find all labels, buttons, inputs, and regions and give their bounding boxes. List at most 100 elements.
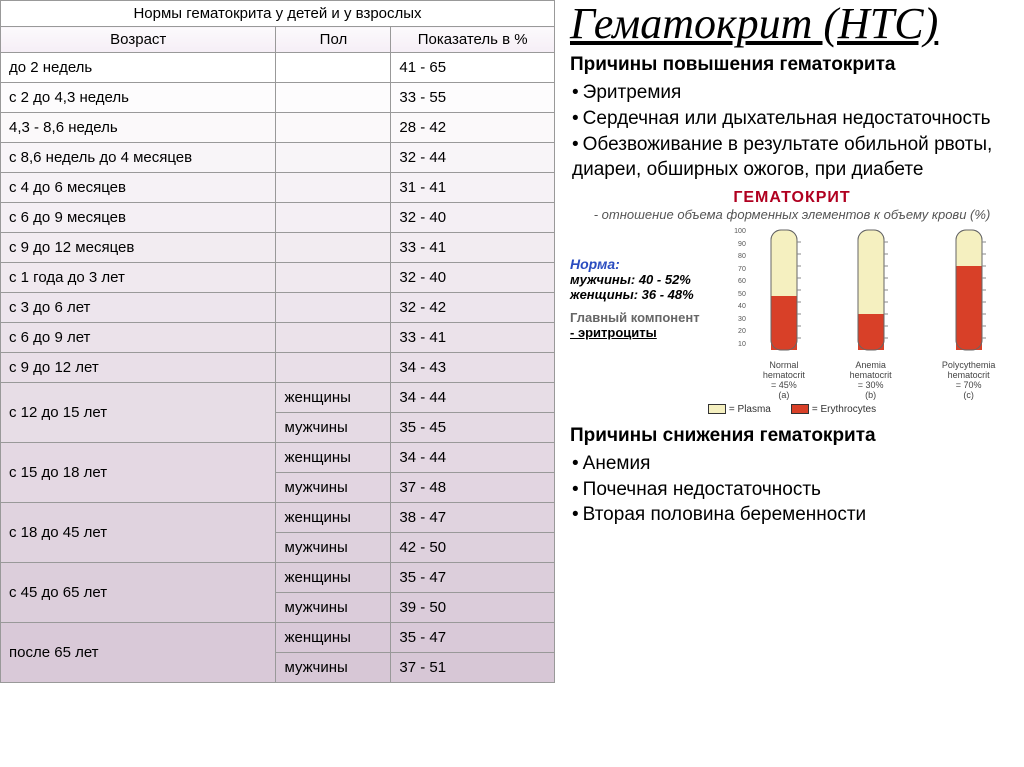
cell-val: 37 - 51 bbox=[391, 653, 555, 683]
cell-sex bbox=[276, 83, 391, 113]
cell-sex: мужчины bbox=[276, 653, 391, 683]
cell-val: 33 - 55 bbox=[391, 83, 555, 113]
cell-sex bbox=[276, 113, 391, 143]
table-row: с 6 до 9 лет 33 - 41 bbox=[1, 323, 555, 353]
cell-val: 34 - 44 bbox=[391, 443, 555, 473]
col-val: Показатель в % bbox=[391, 27, 555, 53]
table-row: до 2 недель41 - 65 bbox=[1, 53, 555, 83]
norm-f: женщины: 36 - 48% bbox=[570, 287, 734, 302]
increase-heading: Причины повышения гематокрита bbox=[570, 54, 1014, 76]
page-title: Гематокрит (НТС) bbox=[570, 0, 1014, 48]
cell-sex bbox=[276, 263, 391, 293]
cell-val: 31 - 41 bbox=[391, 173, 555, 203]
cell-age: с 12 до 15 лет bbox=[1, 383, 276, 443]
table-row: с 12 до 15 летженщины34 - 44 bbox=[1, 383, 555, 413]
cell-val: 34 - 43 bbox=[391, 353, 555, 383]
col-age: Возраст bbox=[1, 27, 276, 53]
cell-val: 35 - 45 bbox=[391, 413, 555, 443]
cell-sex bbox=[276, 233, 391, 263]
cell-age: 4,3 - 8,6 недель bbox=[1, 113, 276, 143]
cell-val: 41 - 65 bbox=[391, 53, 555, 83]
cell-sex: женщины bbox=[276, 623, 391, 653]
cell-sex: мужчины bbox=[276, 413, 391, 443]
norm-label: Норма: bbox=[570, 256, 734, 272]
cell-age: с 18 до 45 лет bbox=[1, 503, 276, 563]
cell-sex: женщины bbox=[276, 563, 391, 593]
cell-val: 32 - 44 bbox=[391, 143, 555, 173]
cell-val: 33 - 41 bbox=[391, 323, 555, 353]
tube-icon bbox=[767, 228, 801, 358]
plasma-swatch bbox=[708, 404, 726, 414]
cell-age: после 65 лет bbox=[1, 623, 276, 683]
cell-sex: женщины bbox=[276, 383, 391, 413]
cell-val: 35 - 47 bbox=[391, 563, 555, 593]
cell-age: с 45 до 65 лет bbox=[1, 563, 276, 623]
cell-sex bbox=[276, 143, 391, 173]
tube-icon bbox=[854, 228, 888, 358]
list-item: Сердечная или дыхательная недостаточност… bbox=[572, 106, 1014, 132]
cell-age: с 4 до 6 месяцев bbox=[1, 173, 276, 203]
cell-val: 32 - 40 bbox=[391, 203, 555, 233]
cell-sex bbox=[276, 203, 391, 233]
cell-sex bbox=[276, 53, 391, 83]
comp-label: Главный компонент bbox=[570, 310, 734, 325]
diagram-subtitle: - отношение объема форменных элементов к… bbox=[570, 207, 1014, 222]
tubes: Normal hematocrit= 45%(a) Anemia hematoc… bbox=[750, 228, 1014, 400]
decrease-heading: Причины снижения гематокрита bbox=[570, 425, 1014, 447]
cell-sex: мужчины bbox=[276, 533, 391, 563]
cell-sex bbox=[276, 323, 391, 353]
cell-sex bbox=[276, 173, 391, 203]
table-row: с 15 до 18 летженщины34 - 44 bbox=[1, 443, 555, 473]
list-item: Обезвоживание в результате обильной рвот… bbox=[572, 132, 1014, 183]
cell-age: с 9 до 12 лет bbox=[1, 353, 276, 383]
tube: Normal hematocrit= 45%(a) bbox=[750, 228, 818, 400]
tube-icon bbox=[952, 228, 986, 358]
cell-sex bbox=[276, 293, 391, 323]
cell-age: с 15 до 18 лет bbox=[1, 443, 276, 503]
increase-list: ЭритремияСердечная или дыхательная недос… bbox=[570, 80, 1014, 183]
cell-val: 38 - 47 bbox=[391, 503, 555, 533]
table-row: с 4 до 6 месяцев 31 - 41 bbox=[1, 173, 555, 203]
cell-val: 39 - 50 bbox=[391, 593, 555, 623]
cell-sex: женщины bbox=[276, 503, 391, 533]
cell-sex: женщины bbox=[276, 443, 391, 473]
cell-val: 28 - 42 bbox=[391, 113, 555, 143]
cell-age: с 6 до 9 лет bbox=[1, 323, 276, 353]
cell-age: с 2 до 4,3 недель bbox=[1, 83, 276, 113]
table-title: Нормы гематокрита у детей и у взрослых bbox=[1, 1, 555, 27]
ery-swatch bbox=[791, 404, 809, 414]
cell-val: 37 - 48 bbox=[391, 473, 555, 503]
cell-val: 33 - 41 bbox=[391, 233, 555, 263]
cell-age: с 6 до 9 месяцев bbox=[1, 203, 276, 233]
cell-sex: мужчины bbox=[276, 473, 391, 503]
col-sex: Пол bbox=[276, 27, 391, 53]
table-row: 4,3 - 8,6 недель 28 - 42 bbox=[1, 113, 555, 143]
table-row: с 3 до 6 лет32 - 42 bbox=[1, 293, 555, 323]
cell-sex: мужчины bbox=[276, 593, 391, 623]
cell-val: 42 - 50 bbox=[391, 533, 555, 563]
table-row: с 9 до 12 месяцев 33 - 41 bbox=[1, 233, 555, 263]
table-row: с 45 до 65 летженщины35 - 47 bbox=[1, 563, 555, 593]
cell-sex bbox=[276, 353, 391, 383]
cell-val: 32 - 42 bbox=[391, 293, 555, 323]
cell-age: с 9 до 12 месяцев bbox=[1, 233, 276, 263]
cell-val: 35 - 47 bbox=[391, 623, 555, 653]
cell-val: 32 - 40 bbox=[391, 263, 555, 293]
comp-val: - эритроциты bbox=[570, 325, 734, 340]
diagram-title: ГЕМАТОКРИТ bbox=[570, 189, 1014, 207]
table-row: после 65 летженщины35 - 47 bbox=[1, 623, 555, 653]
decrease-list: АнемияПочечная недостаточностьВторая пол… bbox=[570, 451, 1014, 528]
cell-age: с 8,6 недель до 4 месяцев bbox=[1, 143, 276, 173]
table-row: с 1 года до 3 лет32 - 40 bbox=[1, 263, 555, 293]
tube: Polycythemia hematocrit= 70%(c) bbox=[923, 228, 1014, 400]
scale: 100908070605040302010 bbox=[734, 228, 748, 348]
list-item: Вторая половина беременности bbox=[572, 502, 1014, 528]
table-row: с 18 до 45 летженщины38 - 47 bbox=[1, 503, 555, 533]
list-item: Эритремия bbox=[572, 80, 1014, 106]
table-row: с 8,6 недель до 4 месяцев 32 - 44 bbox=[1, 143, 555, 173]
norm-m: мужчины: 40 - 52% bbox=[570, 272, 734, 287]
table-row: с 2 до 4,3 недель 33 - 55 bbox=[1, 83, 555, 113]
hematocrit-table: Нормы гематокрита у детей и у взрослых В… bbox=[0, 0, 555, 683]
table-row: с 9 до 12 лет 34 - 43 bbox=[1, 353, 555, 383]
table-row: с 6 до 9 месяцев 32 - 40 bbox=[1, 203, 555, 233]
